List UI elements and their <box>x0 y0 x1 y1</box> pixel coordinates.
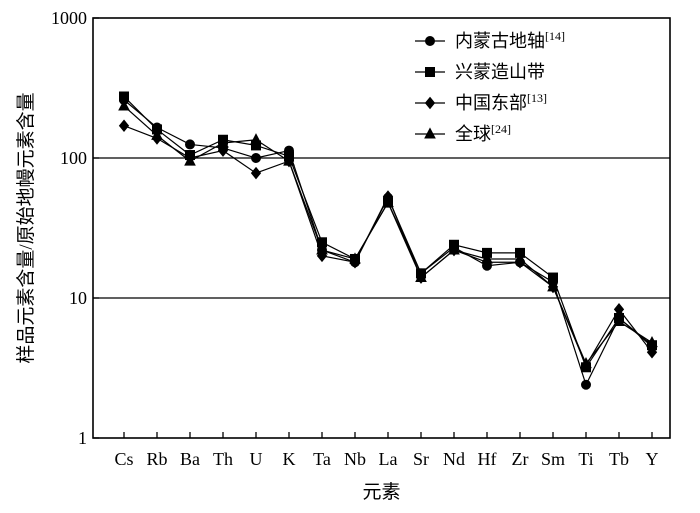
data-point <box>613 314 625 326</box>
y-tick-label: 100 <box>60 148 87 168</box>
legend-reference: [24] <box>491 122 511 136</box>
data-point <box>514 252 526 264</box>
data-point <box>316 243 328 255</box>
data-point <box>349 252 361 264</box>
y-tick-label: 1000 <box>51 8 87 28</box>
legend-item: 全球[24] <box>415 122 511 144</box>
x-tick-label-hf: Hf <box>478 449 497 469</box>
data-point <box>646 345 658 359</box>
x-tick-label-sm: Sm <box>541 449 565 469</box>
legend-label: 中国东部[13] <box>455 91 547 113</box>
series-line <box>123 125 653 367</box>
data-point <box>580 357 592 369</box>
legend-item: 兴蒙造山带 <box>415 62 545 82</box>
x-tick-label-nb: Nb <box>344 449 366 469</box>
legend-series-name: 兴蒙造山带 <box>455 62 545 82</box>
data-point <box>118 99 130 111</box>
y-tick-label: 1 <box>78 428 87 448</box>
x-tick-label-rb: Rb <box>146 449 167 469</box>
data-point <box>217 136 229 148</box>
legend-label: 兴蒙造山带 <box>455 62 545 82</box>
y-tick-label: 10 <box>69 288 87 308</box>
series-line <box>123 99 653 387</box>
data-point <box>118 119 130 133</box>
plot-frame <box>92 17 671 439</box>
x-tick-label-y: Y <box>646 449 659 469</box>
x-tick-label-ta: Ta <box>313 449 331 469</box>
x-tick-label-cs: Cs <box>114 449 133 469</box>
series-triangle <box>118 99 658 369</box>
data-point <box>151 128 163 140</box>
legend-reference: [14] <box>545 29 565 43</box>
x-tick-label-th: Th <box>213 449 233 469</box>
x-tick-label-tb: Tb <box>609 449 629 469</box>
gridlines <box>93 157 670 299</box>
x-tick-label-nd: Nd <box>443 449 465 469</box>
series-square <box>119 91 657 373</box>
legend-series-name: 内蒙古地轴 <box>455 31 545 51</box>
data-point <box>448 243 460 255</box>
data-point <box>250 166 262 180</box>
data-point <box>184 154 196 166</box>
series-layer <box>118 91 658 390</box>
legend-label: 全球[24] <box>455 122 511 144</box>
series-circle <box>119 94 657 390</box>
legend-item: 中国东部[13] <box>415 91 547 113</box>
data-point <box>382 196 394 208</box>
data-point <box>217 144 229 157</box>
x-ticks: Cs Rb Ba Th U K Ta Nb La Sr Nd Hf Zr Sm Ti Tb Y <box>114 432 659 469</box>
axes <box>92 17 671 439</box>
data-point <box>185 139 195 150</box>
data-point <box>481 252 493 264</box>
x-tick-label-zr: Zr <box>512 449 529 469</box>
legend-marker-triangle <box>424 127 436 139</box>
series-line <box>123 105 653 365</box>
legend-item: 内蒙古地轴[14] <box>415 29 565 51</box>
data-point <box>581 379 591 390</box>
legend-series-name: 全球 <box>455 124 491 144</box>
x-tick-label-k: K <box>283 449 296 469</box>
legend-label: 内蒙古地轴[14] <box>455 29 565 51</box>
data-point <box>613 303 625 316</box>
x-tick-label-ti: Ti <box>578 449 593 469</box>
x-tick-label-la: La <box>379 449 398 469</box>
data-point <box>251 153 261 163</box>
x-tick-label-sr: Sr <box>413 449 429 469</box>
legend-marker-diamond <box>424 96 436 110</box>
data-point <box>415 270 427 283</box>
y-axis-title: 样品元素含量/原始地幔元素含量 <box>15 92 37 363</box>
x-tick-label-u: U <box>250 449 263 469</box>
data-point <box>646 336 658 348</box>
legend-marker-circle <box>425 36 435 46</box>
y-ticks: 1 10 100 1000 <box>51 8 99 448</box>
data-point <box>547 280 559 292</box>
series-line <box>123 96 653 369</box>
legend-reference: [13] <box>527 91 547 105</box>
legend-series-name: 中国东部 <box>455 93 527 113</box>
legend-marker-square <box>425 67 435 77</box>
data-point <box>250 133 262 145</box>
x-axis-title: 元素 <box>362 481 400 503</box>
x-tick-label-ba: Ba <box>180 449 200 469</box>
data-point <box>283 154 295 166</box>
